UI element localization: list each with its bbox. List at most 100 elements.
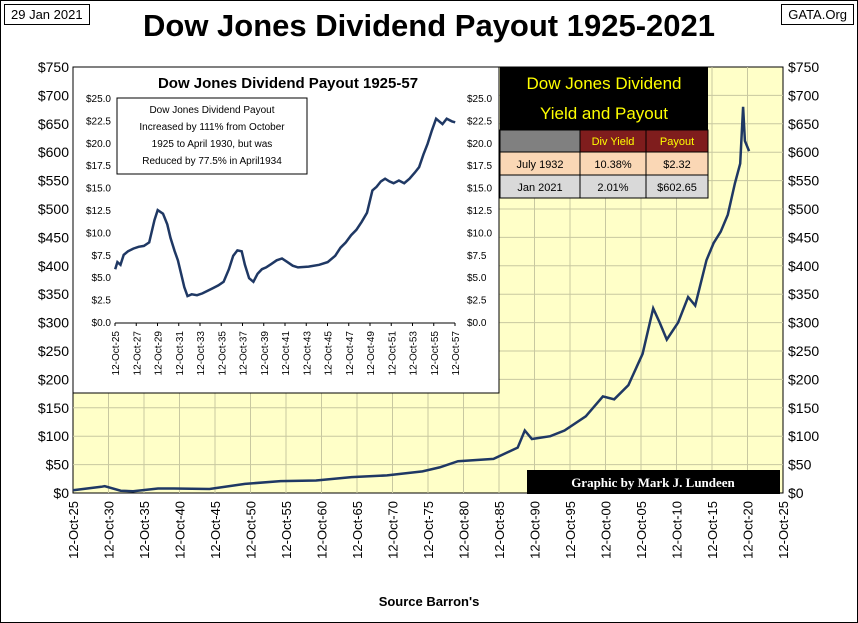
table-header-yield-label: Div Yield bbox=[592, 136, 635, 148]
table-row2-yield: 2.01% bbox=[597, 182, 628, 194]
y-tick-label: $500 bbox=[38, 201, 69, 217]
y-tick-label: $600 bbox=[788, 144, 819, 160]
inset-y-tick-label: $0.0 bbox=[467, 318, 487, 329]
y-tick-label: $350 bbox=[788, 286, 819, 302]
inset-y-tick-label: $5.0 bbox=[467, 273, 487, 284]
x-tick-label: 12-Oct-25 bbox=[776, 501, 791, 559]
inset-x-tick-label: 12-Oct-53 bbox=[409, 331, 420, 376]
table-row1-label: July 1932 bbox=[516, 159, 563, 171]
inset-y-tick-label: $25.0 bbox=[467, 94, 492, 105]
inset-y-tick-label: $5.0 bbox=[92, 273, 112, 284]
y-tick-label: $150 bbox=[788, 400, 819, 416]
inset-y-tick-label: $22.5 bbox=[86, 116, 111, 127]
x-tick-label: 12-Oct-80 bbox=[457, 501, 472, 559]
x-tick-label: 12-Oct-90 bbox=[528, 501, 543, 559]
y-tick-label: $750 bbox=[38, 59, 69, 75]
x-tick-label: 12-Oct-35 bbox=[137, 501, 152, 559]
inset-x-tick-label: 12-Oct-31 bbox=[175, 331, 186, 376]
inset-x-tick-label: 12-Oct-43 bbox=[302, 331, 313, 376]
y-tick-label: $250 bbox=[38, 343, 69, 359]
site-label: GATA.Org bbox=[781, 4, 854, 25]
y-tick-label: $450 bbox=[788, 229, 819, 245]
y-tick-label: $100 bbox=[38, 428, 69, 444]
y-tick-label: $300 bbox=[38, 315, 69, 331]
table-row1-yield: 10.38% bbox=[594, 159, 632, 171]
y-tick-label: $50 bbox=[788, 457, 812, 473]
x-tick-label: 12-Oct-70 bbox=[386, 501, 401, 559]
x-tick-label: 12-Oct-40 bbox=[173, 501, 188, 559]
inset-x-tick-label: 12-Oct-51 bbox=[387, 331, 398, 376]
inset-x-tick-label: 12-Oct-33 bbox=[196, 331, 207, 376]
y-axis-left: $0 $50 $100 $150 $200 $250 $300 $350 $400 $450 $50… bbox=[38, 59, 69, 501]
y-tick-label: $250 bbox=[788, 343, 819, 359]
table-title-line-1: Dow Jones Dividend bbox=[527, 74, 682, 93]
y-tick-label: $700 bbox=[788, 87, 819, 103]
y-tick-label: $100 bbox=[788, 428, 819, 444]
inset-x-tick-label: 12-Oct-55 bbox=[430, 331, 441, 376]
inset-x-tick-label: 12-Oct-25 bbox=[111, 331, 122, 376]
inset-y-tick-label: $0.0 bbox=[92, 318, 112, 329]
inset-title: Dow Jones Dividend Payout 1925-57 bbox=[158, 75, 418, 92]
inset-x-tick-label: 12-Oct-39 bbox=[260, 331, 271, 376]
annotation-line-4: Reduced by 77.5% in April1934 bbox=[142, 156, 282, 167]
inset-y-tick-label: $7.5 bbox=[467, 251, 487, 262]
y-tick-label: $550 bbox=[38, 173, 69, 189]
inset-x-tick-label: 12-Oct-27 bbox=[132, 331, 143, 376]
y-axis-right: $0 $50 $100 $150 $200 $250 $300 $350 $400 $450 $50… bbox=[788, 59, 819, 501]
x-tick-label: 12-Oct-30 bbox=[102, 501, 117, 559]
y-tick-label: $750 bbox=[788, 59, 819, 75]
y-tick-label: $50 bbox=[46, 457, 70, 473]
x-tick-label: 12-Oct-60 bbox=[315, 501, 330, 559]
inset-y-tick-label: $17.5 bbox=[86, 161, 111, 172]
credit-box bbox=[527, 470, 780, 494]
table-row2-label: Jan 2021 bbox=[517, 182, 562, 194]
x-tick-label: 12-Oct-25 bbox=[66, 501, 81, 559]
y-tick-label: $150 bbox=[38, 400, 69, 416]
inset-chart: Dow Jones Dividend Payout 1925-57 $0.0 $2… bbox=[72, 66, 500, 394]
x-tick-label: 12-Oct-00 bbox=[599, 501, 614, 559]
y-tick-label: $400 bbox=[788, 258, 819, 274]
x-tick-label: 12-Oct-50 bbox=[244, 501, 259, 559]
inset-y-tick-label: $12.5 bbox=[86, 206, 111, 217]
inset-y-tick-label: $2.5 bbox=[467, 296, 487, 307]
y-tick-label: $650 bbox=[788, 116, 819, 132]
inset-x-tick-label: 12-Oct-37 bbox=[239, 331, 250, 376]
inset-x-tick-label: 12-Oct-35 bbox=[217, 331, 228, 376]
inset-y-tick-label: $2.5 bbox=[92, 296, 112, 307]
inset-y-tick-label: $7.5 bbox=[92, 251, 112, 262]
x-tick-label: 12-Oct-05 bbox=[634, 501, 649, 559]
y-tick-label: $200 bbox=[788, 371, 819, 387]
inset-y-tick-label: $20.0 bbox=[467, 139, 492, 150]
inset-x-tick-label: 12-Oct-47 bbox=[345, 331, 356, 376]
annotation-box bbox=[116, 97, 308, 175]
inset-y-tick-label: $25.0 bbox=[86, 94, 111, 105]
inset-x-tick-label: 12-Oct-29 bbox=[154, 331, 165, 376]
inset-x-tick-label: 12-Oct-41 bbox=[281, 331, 292, 376]
x-tick-label: 12-Oct-45 bbox=[208, 501, 223, 559]
x-tick-label: 12-Oct-75 bbox=[421, 501, 436, 559]
x-tick-label: 12-Oct-65 bbox=[350, 501, 365, 559]
y-tick-label: $450 bbox=[38, 229, 69, 245]
inset-x-tick-label: 12-Oct-49 bbox=[366, 331, 377, 376]
inset-y-axis-left: $0.0 $2.5 $5.0 $7.5 $10.0 $12.5 $15.0 $17.5 $20.… bbox=[86, 94, 111, 329]
inset-y-tick-label: $10.0 bbox=[467, 228, 492, 239]
inset-y-tick-label: $15.0 bbox=[467, 184, 492, 195]
y-tick-label: $200 bbox=[38, 371, 69, 387]
y-tick-label: $0 bbox=[53, 485, 69, 501]
inset-y-tick-label: $22.5 bbox=[467, 116, 492, 127]
inset-x-tick-label: 12-Oct-45 bbox=[324, 331, 335, 376]
y-tick-label: $500 bbox=[788, 201, 819, 217]
annotation-line-3: 1925 to April 1930, but was bbox=[152, 139, 273, 150]
payout-line bbox=[72, 106, 751, 493]
y-tick-label: $0 bbox=[788, 485, 804, 501]
table-header-payout-label: Payout bbox=[660, 136, 694, 148]
table-title-line-2: Yield and Payout bbox=[540, 104, 668, 123]
y-tick-label: $550 bbox=[788, 173, 819, 189]
table-row2-payout: $602.65 bbox=[657, 182, 697, 194]
x-axis: 12-Oct-25 12-Oct-30 12-Oct-35 12-Oct-40 12-O… bbox=[66, 501, 791, 559]
inset-x-axis: 12-Oct-25 12-Oct-27 12-Oct-29 12-Oct-31 12-O… bbox=[111, 323, 462, 375]
table-header-blank bbox=[499, 129, 581, 153]
inset-y-tick-label: $15.0 bbox=[86, 184, 111, 195]
y-tick-label: $300 bbox=[788, 315, 819, 331]
